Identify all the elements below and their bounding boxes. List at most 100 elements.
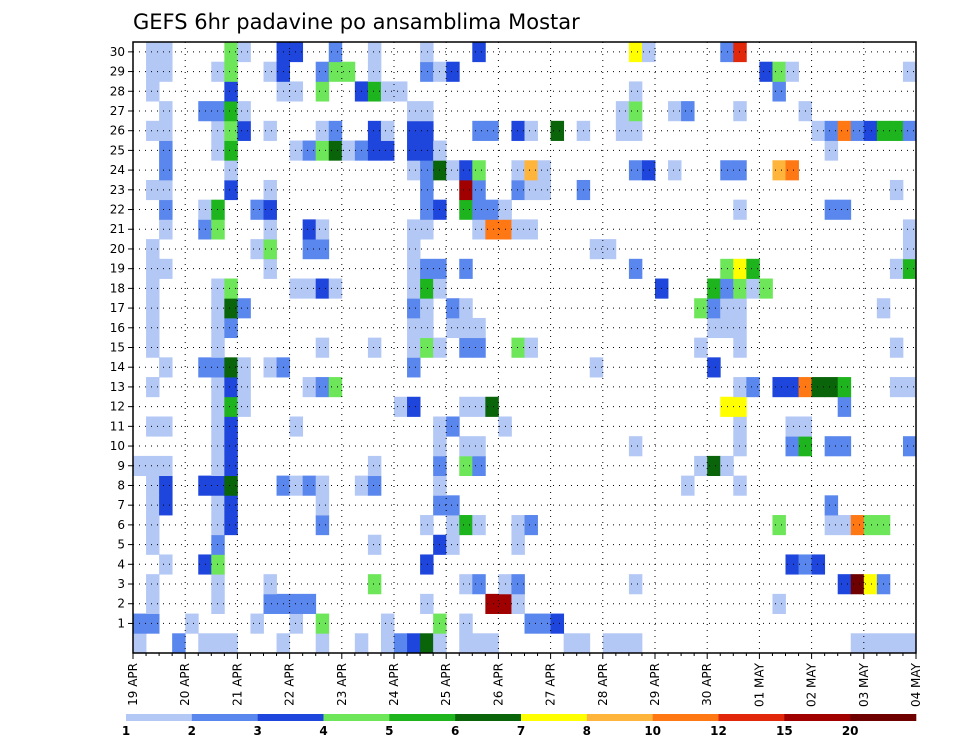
heatmap-cell	[315, 278, 330, 299]
x-tick-label: 23 APR	[335, 663, 349, 706]
heatmap-cell	[407, 140, 421, 161]
heatmap-cell	[824, 140, 839, 161]
heatmap-cell	[263, 574, 277, 595]
heatmap-cell	[263, 239, 277, 260]
heatmap-cell	[289, 81, 304, 102]
heatmap-cell	[420, 278, 434, 299]
heatmap-cell	[746, 278, 760, 299]
heatmap-cell	[237, 377, 251, 398]
heatmap-cell	[394, 81, 408, 102]
y-tick-label: 13	[110, 380, 125, 394]
heatmap-cells	[133, 42, 917, 654]
heatmap-cell	[694, 455, 708, 477]
colorbar-label: 7	[517, 724, 525, 738]
heatmap-cell	[902, 239, 917, 260]
heatmap-cell	[772, 377, 786, 398]
heatmap-cell	[211, 101, 225, 122]
heatmap-cell	[785, 554, 799, 575]
heatmap-cell	[407, 278, 421, 299]
heatmap-cell	[472, 199, 486, 220]
heatmap-cell	[720, 278, 734, 299]
y-tick-label: 7	[117, 498, 125, 512]
heatmap-cell	[315, 475, 330, 496]
y-tick-label: 19	[110, 262, 125, 276]
heatmap-cell	[211, 554, 225, 575]
colorbar-segment	[586, 714, 653, 721]
heatmap-cell	[472, 42, 486, 63]
heatmap-cell	[250, 239, 264, 260]
heatmap-cell	[485, 199, 499, 220]
heatmap-cell	[159, 475, 173, 496]
heatmap-cell	[889, 179, 904, 201]
heatmap-cell	[146, 42, 160, 63]
heatmap-cell	[159, 61, 173, 82]
heatmap-cell	[615, 120, 630, 141]
heatmap-cell	[185, 613, 199, 634]
heatmap-cell	[224, 357, 238, 378]
heatmap-cell	[146, 81, 160, 102]
heatmap-cell	[380, 81, 395, 102]
heatmap-cell	[485, 219, 499, 240]
heatmap-cell	[459, 199, 473, 220]
y-tick-label: 29	[110, 65, 125, 79]
heatmap-cell	[524, 160, 538, 181]
heatmap-cell	[407, 357, 421, 378]
heatmap-cell	[837, 574, 852, 595]
heatmap-cell	[459, 515, 473, 536]
heatmap-cell	[224, 396, 238, 417]
y-tick-label: 10	[110, 439, 125, 453]
heatmap-cell	[224, 140, 238, 161]
heatmap-cell	[237, 120, 251, 141]
heatmap-cell	[537, 179, 551, 201]
heatmap-cell	[198, 554, 212, 575]
heatmap-cell	[224, 179, 238, 201]
heatmap-cell	[602, 239, 617, 260]
heatmap-cell	[785, 416, 799, 437]
heatmap-cell	[785, 436, 799, 457]
y-axis: 1234567891011121314151617181920212223242…	[110, 45, 133, 630]
x-tick-label: 22 APR	[283, 663, 297, 706]
heatmap-cell	[302, 219, 317, 240]
heatmap-cell	[772, 593, 786, 614]
heatmap-cell	[707, 278, 721, 299]
heatmap-cell	[146, 239, 160, 260]
heatmap-cell	[289, 613, 304, 634]
heatmap-cell	[198, 199, 212, 220]
heatmap-cell	[211, 534, 225, 555]
heatmap-cell	[837, 436, 852, 457]
heatmap-cell	[407, 239, 421, 260]
heatmap-cell	[341, 140, 356, 161]
heatmap-cell	[407, 160, 421, 181]
heatmap-cell	[472, 515, 486, 536]
heatmap-cell	[615, 101, 630, 122]
heatmap-cell	[837, 199, 852, 220]
colorbar: 1 2 3 4 5 6 7 8 10 12 15 20	[122, 714, 917, 738]
heatmap-cell	[459, 396, 473, 417]
heatmap-cell	[733, 160, 747, 181]
heatmap-cell	[315, 120, 330, 141]
heatmap-cell	[263, 199, 277, 220]
heatmap-cell	[446, 317, 460, 339]
heatmap-cell	[420, 219, 434, 240]
colorbar-label: 10	[644, 724, 661, 738]
heatmap-cell	[328, 61, 343, 82]
heatmap-cell	[707, 317, 721, 339]
colorbar-segment	[850, 714, 917, 721]
heatmap-cell	[159, 42, 173, 63]
heatmap-cell	[367, 120, 382, 141]
heatmap-cell	[420, 140, 434, 161]
heatmap-cell	[224, 101, 238, 122]
colorbar-label: 1	[122, 724, 130, 738]
heatmap-cell	[420, 160, 434, 181]
heatmap-cell	[837, 396, 852, 417]
heatmap-cell	[224, 160, 238, 181]
y-tick-label: 1	[117, 616, 125, 630]
heatmap-cell	[863, 574, 878, 595]
y-tick-label: 24	[110, 163, 125, 177]
heatmap-cell	[628, 436, 643, 457]
heatmap-cell	[681, 101, 695, 122]
heatmap-cell	[733, 278, 747, 299]
heatmap-cell	[146, 120, 160, 141]
heatmap-cell	[524, 613, 538, 634]
